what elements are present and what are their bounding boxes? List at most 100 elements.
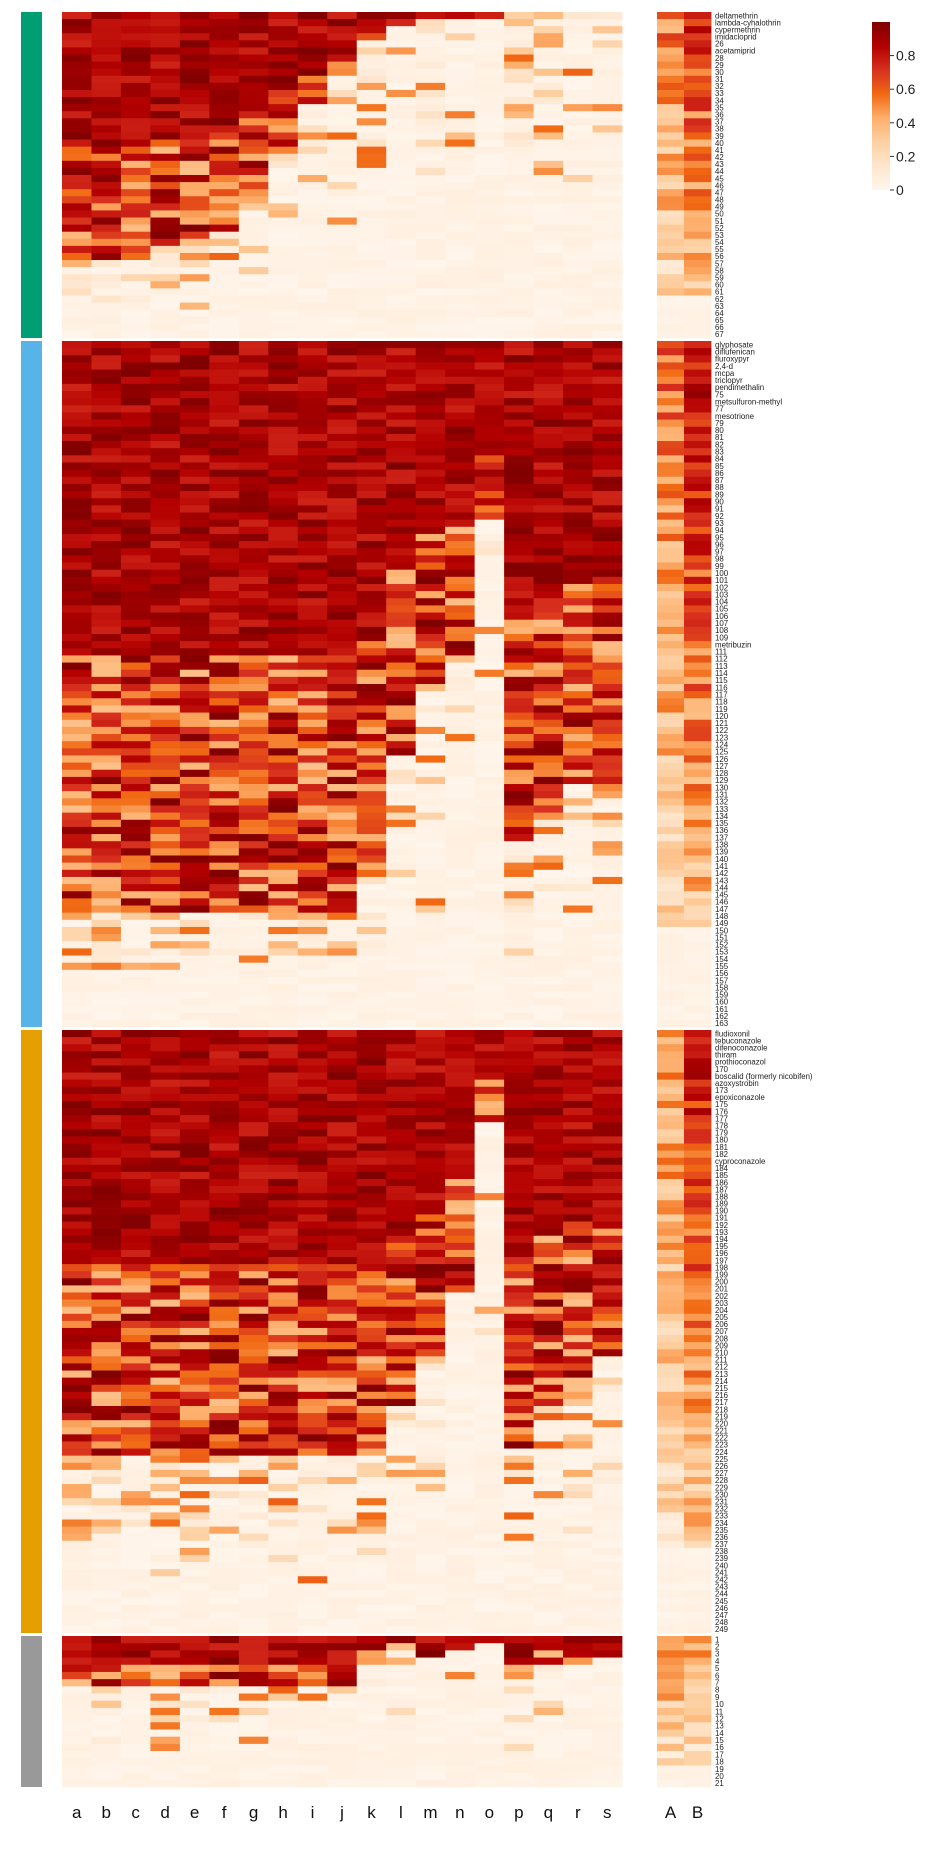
heatmap-cell xyxy=(563,955,593,964)
heatmap-cell xyxy=(415,1178,446,1187)
heatmap-cell xyxy=(91,455,122,463)
heatmap-cell xyxy=(415,1299,446,1308)
heatmap-cell xyxy=(179,1214,210,1222)
heatmap-cell xyxy=(179,1448,210,1457)
row-label: 213 xyxy=(715,1370,728,1379)
heatmap-cell xyxy=(474,991,505,999)
heatmap-cell xyxy=(268,762,299,771)
heatmap-cell xyxy=(238,245,269,254)
heatmap-cell xyxy=(592,1257,623,1265)
heatmap-cell xyxy=(120,448,151,456)
heatmap-cell xyxy=(415,252,446,261)
heatmap-cell xyxy=(563,426,593,435)
heatmap-cell xyxy=(563,1547,593,1556)
heatmap-cell xyxy=(268,1512,299,1520)
summary-cell xyxy=(684,941,712,949)
heatmap-cell xyxy=(327,576,358,585)
heatmap-cell xyxy=(386,591,417,599)
summary-cell xyxy=(684,905,712,914)
heatmap-cell xyxy=(179,905,210,914)
heatmap-cell xyxy=(120,1122,151,1130)
summary-cell xyxy=(684,805,712,814)
heatmap-cell xyxy=(327,316,358,325)
heatmap-cell xyxy=(445,955,476,964)
summary-cell xyxy=(657,1178,685,1187)
heatmap-cell xyxy=(415,1455,446,1464)
heatmap-cell xyxy=(445,1604,476,1613)
heatmap-cell xyxy=(592,919,623,928)
heatmap-cell xyxy=(533,1611,564,1620)
heatmap-cell xyxy=(268,376,299,385)
summary-cell xyxy=(657,245,685,254)
heatmap-cell xyxy=(592,1086,623,1095)
summary-cell xyxy=(684,448,712,456)
heatmap-cell xyxy=(327,245,358,254)
heatmap-cell xyxy=(297,1519,328,1527)
heatmap-cell xyxy=(445,905,476,914)
heatmap-cell xyxy=(563,1356,593,1364)
heatmap-cell xyxy=(91,68,122,77)
summary-cell xyxy=(657,648,685,656)
row-label: 190 xyxy=(715,1207,729,1216)
heatmap-cell xyxy=(120,1292,151,1300)
row-label: 55 xyxy=(715,245,724,254)
heatmap-cell xyxy=(268,1019,299,1028)
heatmap-cell xyxy=(120,462,151,471)
heatmap-cell xyxy=(120,1420,151,1428)
heatmap-cell xyxy=(563,934,593,942)
heatmap-cell xyxy=(474,1143,505,1151)
heatmap-cell xyxy=(62,1030,92,1038)
heatmap-cell xyxy=(563,1299,593,1308)
heatmap-cell xyxy=(62,1292,92,1300)
heatmap-cell xyxy=(209,1469,240,1478)
heatmap-cell xyxy=(209,455,240,463)
heatmap-cell xyxy=(209,898,240,906)
heatmap-cell xyxy=(356,1313,387,1322)
heatmap-cell xyxy=(62,1455,92,1464)
heatmap-cell xyxy=(415,316,446,325)
heatmap-cell xyxy=(120,1434,151,1442)
heatmap-cell xyxy=(415,541,446,549)
summary-cell xyxy=(657,826,685,835)
heatmap-cell xyxy=(120,819,151,828)
heatmap-cell xyxy=(592,655,623,663)
summary-cell xyxy=(684,912,712,921)
heatmap-cell xyxy=(209,369,240,378)
heatmap-cell xyxy=(297,146,328,155)
heatmap-cell xyxy=(327,1519,358,1527)
heatmap-cell xyxy=(268,1200,299,1208)
heatmap-cell xyxy=(592,1228,623,1237)
heatmap-cell xyxy=(592,791,623,799)
heatmap-cell xyxy=(474,1441,505,1449)
heatmap-cell xyxy=(179,841,210,849)
heatmap-cell xyxy=(120,1171,151,1180)
heatmap-cell xyxy=(592,238,623,247)
heatmap-cell xyxy=(62,1228,92,1237)
heatmap-cell xyxy=(592,1214,623,1222)
heatmap-cell xyxy=(238,1611,269,1620)
heatmap-cell xyxy=(62,784,92,792)
heatmap-cell xyxy=(62,267,92,275)
heatmap-cell xyxy=(533,1427,564,1435)
heatmap-cell xyxy=(504,862,534,871)
summary-cell xyxy=(684,1228,712,1237)
heatmap-cell xyxy=(356,626,387,635)
heatmap-cell xyxy=(150,769,181,778)
heatmap-cell xyxy=(415,941,446,949)
heatmap-cell xyxy=(504,153,534,162)
heatmap-cell xyxy=(209,1079,240,1088)
heatmap-cell xyxy=(150,812,181,821)
heatmap-cell xyxy=(268,1519,299,1527)
heatmap-cell xyxy=(563,784,593,792)
heatmap-cell xyxy=(356,919,387,928)
heatmap-cell xyxy=(415,281,446,289)
heatmap-cell xyxy=(238,684,269,692)
heatmap-cell xyxy=(297,784,328,792)
heatmap-cell xyxy=(238,1370,269,1379)
heatmap-cell xyxy=(327,1186,358,1194)
summary-cell xyxy=(657,1214,685,1222)
heatmap-cell xyxy=(238,341,269,349)
heatmap-cell xyxy=(179,89,210,98)
heatmap-cell xyxy=(592,1157,623,1166)
heatmap-cell xyxy=(327,1306,358,1315)
